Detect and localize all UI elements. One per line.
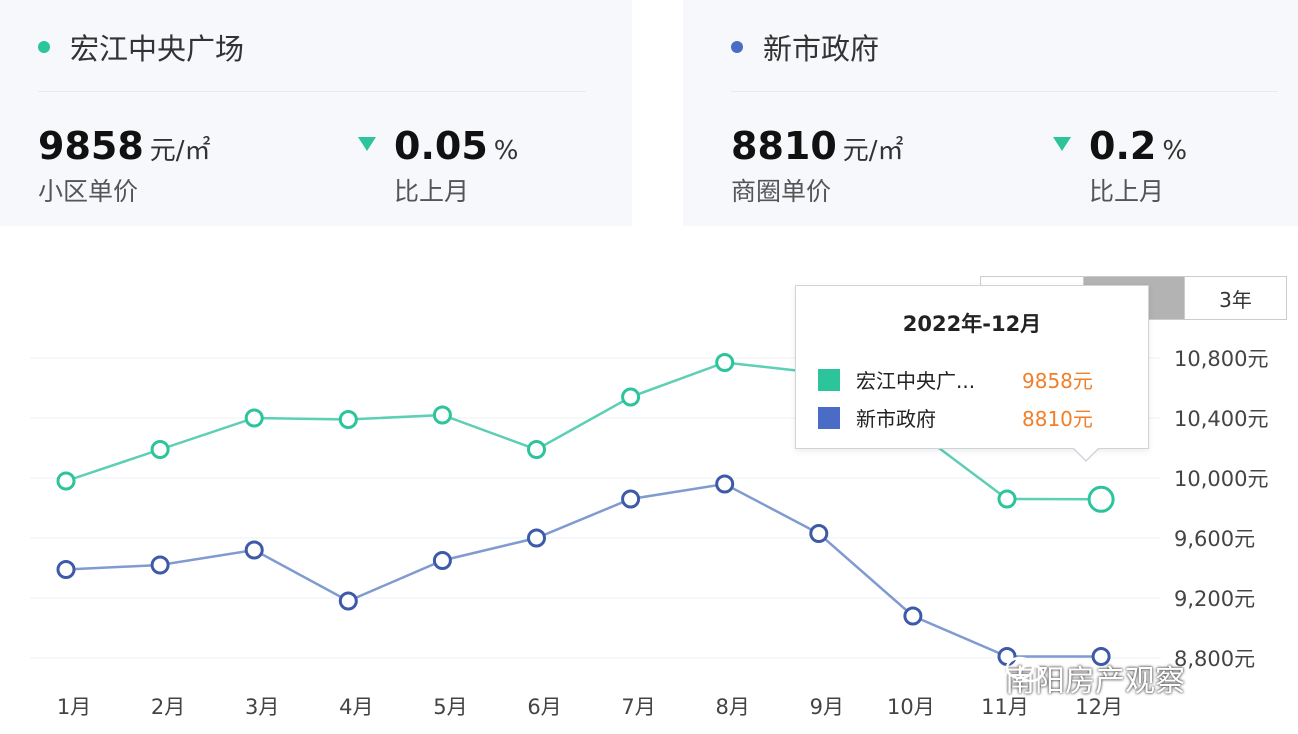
change-label: 比上月 — [394, 177, 470, 206]
divider — [38, 91, 586, 92]
legend-swatch-icon — [818, 406, 840, 429]
tooltip-series-name: 宏江中央广... — [856, 369, 976, 393]
change-unit: % — [1162, 136, 1188, 166]
range-3y-label: 3年 — [1219, 287, 1252, 312]
tooltip-row: 新市政府 8810元 — [818, 403, 1093, 432]
x-tick-label: 1月 — [57, 695, 91, 719]
watermark: 南阳房产观察 — [1005, 656, 1185, 700]
y-tick-label: 10,000元 — [1174, 467, 1268, 491]
x-tick-label: 7月 — [621, 695, 655, 719]
community-change: 0.05% 比上月 — [358, 124, 518, 208]
data-point — [150, 555, 170, 575]
data-point — [997, 489, 1017, 509]
tooltip-series-value: 9858元 — [1022, 369, 1093, 393]
y-tick-label: 9,600元 — [1174, 527, 1255, 551]
x-tick-label: 2月 — [151, 695, 185, 719]
price-unit: 元/㎡ — [149, 136, 211, 166]
series-dot-icon — [38, 41, 50, 53]
legend-swatch-icon — [818, 368, 840, 391]
district-change: 0.2% 比上月 — [1053, 124, 1187, 208]
price-label: 商圈单价 — [731, 177, 832, 206]
price-label: 小区单价 — [38, 177, 139, 206]
data-point — [715, 353, 735, 372]
data-point — [432, 551, 452, 570]
y-tick-label: 10,400元 — [1174, 407, 1268, 431]
community-price: 9858 元/㎡ 小区单价 — [38, 124, 211, 208]
x-tick-label: 5月 — [433, 695, 467, 719]
wechat-icon — [1005, 656, 1044, 683]
y-tick-label: 10,800元 — [1174, 347, 1268, 371]
data-point — [1087, 485, 1115, 513]
community-card: 宏江中央广场 9858 元/㎡ 小区单价 0.05% 比上月 — [0, 0, 632, 226]
x-tick-label: 10月 — [887, 695, 935, 719]
data-point — [621, 489, 641, 509]
data-point — [244, 408, 264, 428]
series-line — [65, 482, 1102, 658]
tooltip-series-value: 8810元 — [1022, 407, 1093, 431]
tooltip-title: 2022年-12月 — [902, 312, 1042, 336]
x-tick-label: 3月 — [245, 695, 279, 719]
down-triangle-icon — [358, 137, 376, 151]
card-title: 新市政府 — [731, 26, 879, 68]
data-point — [244, 540, 264, 560]
change-value: 0.2 — [1089, 124, 1157, 168]
y-tick-label: 9,200元 — [1174, 587, 1255, 611]
tooltip-arrow-inner — [1073, 447, 1099, 460]
change-label: 比上月 — [1089, 177, 1165, 206]
y-tick-label: 8,800元 — [1174, 647, 1255, 671]
data-point — [527, 440, 546, 459]
change-unit: % — [493, 136, 519, 166]
price-value: 8810 — [731, 124, 837, 168]
chart-tooltip: 2022年-12月 宏江中央广... 9858元 新市政府 8810元 — [795, 285, 1149, 462]
data-point — [150, 440, 170, 459]
district-price: 8810 元/㎡ 商圈单价 — [731, 124, 904, 208]
data-point — [56, 471, 76, 491]
x-tick-label: 8月 — [716, 695, 750, 719]
data-point — [621, 387, 641, 407]
district-card: 新市政府 8810 元/㎡ 商圈单价 0.2% 比上月 — [683, 0, 1298, 226]
community-name: 宏江中央广场 — [70, 32, 245, 66]
x-tick-label: 11月 — [981, 695, 1029, 719]
data-point — [809, 524, 829, 543]
data-point — [338, 591, 358, 611]
range-button-3y[interactable]: 3年 — [1184, 276, 1287, 320]
data-point — [1091, 647, 1111, 666]
district-name: 新市政府 — [763, 32, 880, 66]
data-point — [715, 474, 735, 494]
price-unit: 元/㎡ — [842, 136, 904, 166]
x-tick-label: 12月 — [1075, 695, 1123, 719]
data-point — [56, 560, 76, 579]
x-tick-label: 4月 — [339, 695, 373, 719]
card-title: 宏江中央广场 — [38, 26, 244, 68]
x-tick-label: 6月 — [527, 695, 561, 719]
tooltip-series-name: 新市政府 — [856, 407, 936, 431]
price-value: 9858 — [38, 124, 144, 168]
series-dot-icon — [731, 41, 743, 53]
data-point — [527, 528, 546, 548]
data-point — [432, 405, 452, 425]
divider — [731, 91, 1278, 92]
down-triangle-icon — [1053, 137, 1071, 151]
change-value: 0.05 — [394, 124, 488, 168]
x-tick-label: 9月 — [810, 695, 844, 719]
tooltip-row: 宏江中央广... 9858元 — [818, 365, 1093, 394]
data-point — [903, 606, 923, 626]
data-point — [338, 410, 358, 429]
